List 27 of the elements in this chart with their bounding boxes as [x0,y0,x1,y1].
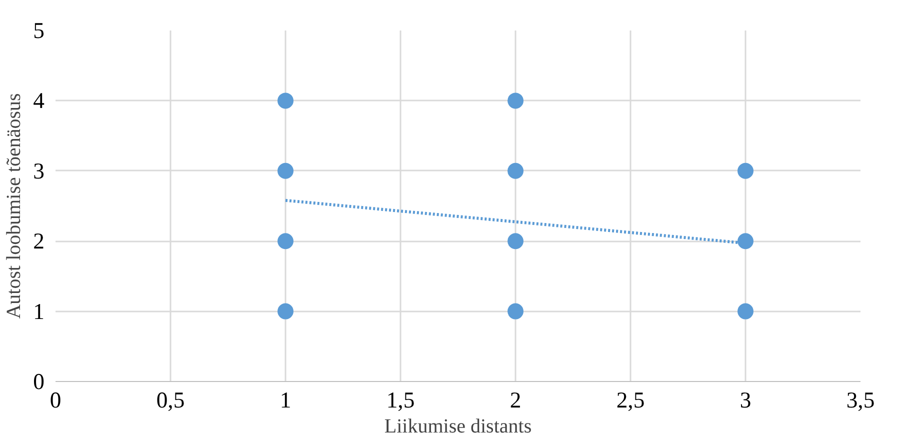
x-tick-label: 0 [50,388,62,412]
point [738,233,754,250]
point [738,162,754,179]
point [508,233,524,250]
x-tick-label: 1 [280,388,292,412]
x-tick-label: 0,5 [156,388,185,412]
x-tick-label: 3 [740,388,752,412]
x-tick-label: 1,5 [386,388,415,412]
point [278,303,294,320]
y-tick-label: 1 [33,298,44,324]
x-tick-label: 2 [510,388,522,412]
y-axis-title: Autost loobumise tõenäosus [3,93,26,319]
x-tick-label: 2,5 [616,388,645,412]
point [738,303,754,320]
y-tick-label: 3 [33,158,44,184]
y-tick-label: 0 [33,369,44,394]
point [508,92,524,109]
point [278,162,294,179]
point [508,162,524,179]
point [278,233,294,250]
point [508,303,524,320]
y-tick-label: 5 [33,18,44,43]
point [278,92,294,109]
x-tick-label: 3,5 [846,388,875,412]
y-tick-label: 4 [33,88,44,114]
y-tick-label: 2 [33,228,44,254]
x-axis-title: Liikumise distants [384,416,532,438]
